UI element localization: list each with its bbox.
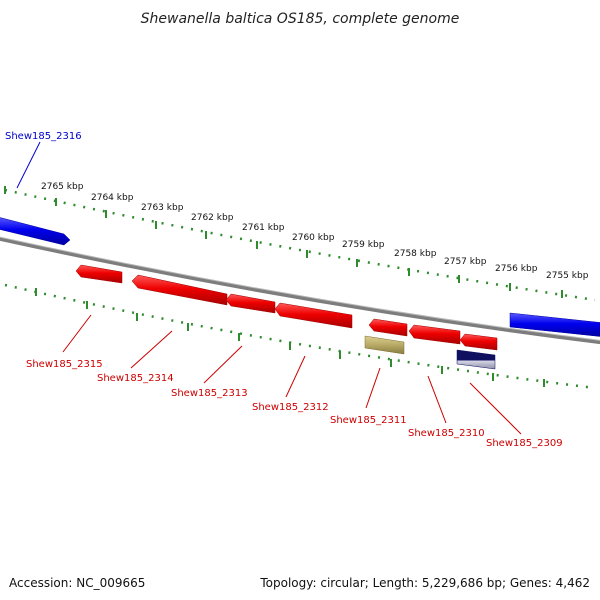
gene-shew185-2315[interactable] <box>75 264 123 284</box>
kbp-label: 2755 kbp <box>546 271 589 281</box>
gene-label: Shew185_2314 <box>97 373 174 384</box>
gene-label: Shew185_2315 <box>26 359 103 370</box>
gene-forward-right[interactable] <box>509 312 600 337</box>
kbp-label: 2757 kbp <box>444 257 487 267</box>
gene-shew185-2314[interactable] <box>131 274 228 306</box>
inner-tick-track <box>4 283 596 390</box>
gene-label: Shew185_2313 <box>171 388 248 399</box>
gene-label: Shew185_2316 <box>5 131 82 142</box>
gene-shew185-2309[interactable] <box>459 333 498 351</box>
kbp-label: 2761 kbp <box>242 223 285 233</box>
map-title: Shewanella baltica OS185, complete genom… <box>141 11 460 27</box>
genome-summary-text: Topology: circular; Length: 5,229,686 bp… <box>259 576 590 590</box>
gene-label: Shew185_2310 <box>408 428 485 439</box>
gene-label: Shew185_2311 <box>330 415 407 426</box>
accession-text: Accession: NC_009665 <box>9 576 145 590</box>
feature-navy[interactable] <box>456 349 496 370</box>
kbp-label: 2760 kbp <box>292 233 335 243</box>
leader-lines <box>16 141 522 435</box>
kbp-labels: 2765 kbp 2764 kbp 2763 kbp 2762 kbp 2761… <box>41 182 589 281</box>
gene-label: Shew185_2309 <box>486 438 563 449</box>
gene-shew185-2312[interactable] <box>274 302 353 329</box>
outer-tick-track <box>4 186 596 302</box>
gene-labels: Shew185_2316 Shew185_2315 Shew185_2314 S… <box>5 131 563 449</box>
feature-olive[interactable] <box>364 335 405 355</box>
gene-label: Shew185_2312 <box>252 402 329 413</box>
gene-shew185-2310[interactable] <box>408 324 461 345</box>
kbp-label: 2759 kbp <box>342 240 385 250</box>
genome-backbone <box>0 237 600 345</box>
gene-shew185-2316[interactable] <box>0 217 71 246</box>
gene-shew185-2311[interactable] <box>368 318 408 337</box>
gene-shew185-2313[interactable] <box>225 293 276 314</box>
kbp-label: 2765 kbp <box>41 182 84 192</box>
kbp-label: 2763 kbp <box>141 203 184 213</box>
kbp-label: 2762 kbp <box>191 213 234 223</box>
kbp-label: 2764 kbp <box>91 193 134 203</box>
kbp-label: 2758 kbp <box>394 249 437 259</box>
kbp-label: 2756 kbp <box>495 264 538 274</box>
